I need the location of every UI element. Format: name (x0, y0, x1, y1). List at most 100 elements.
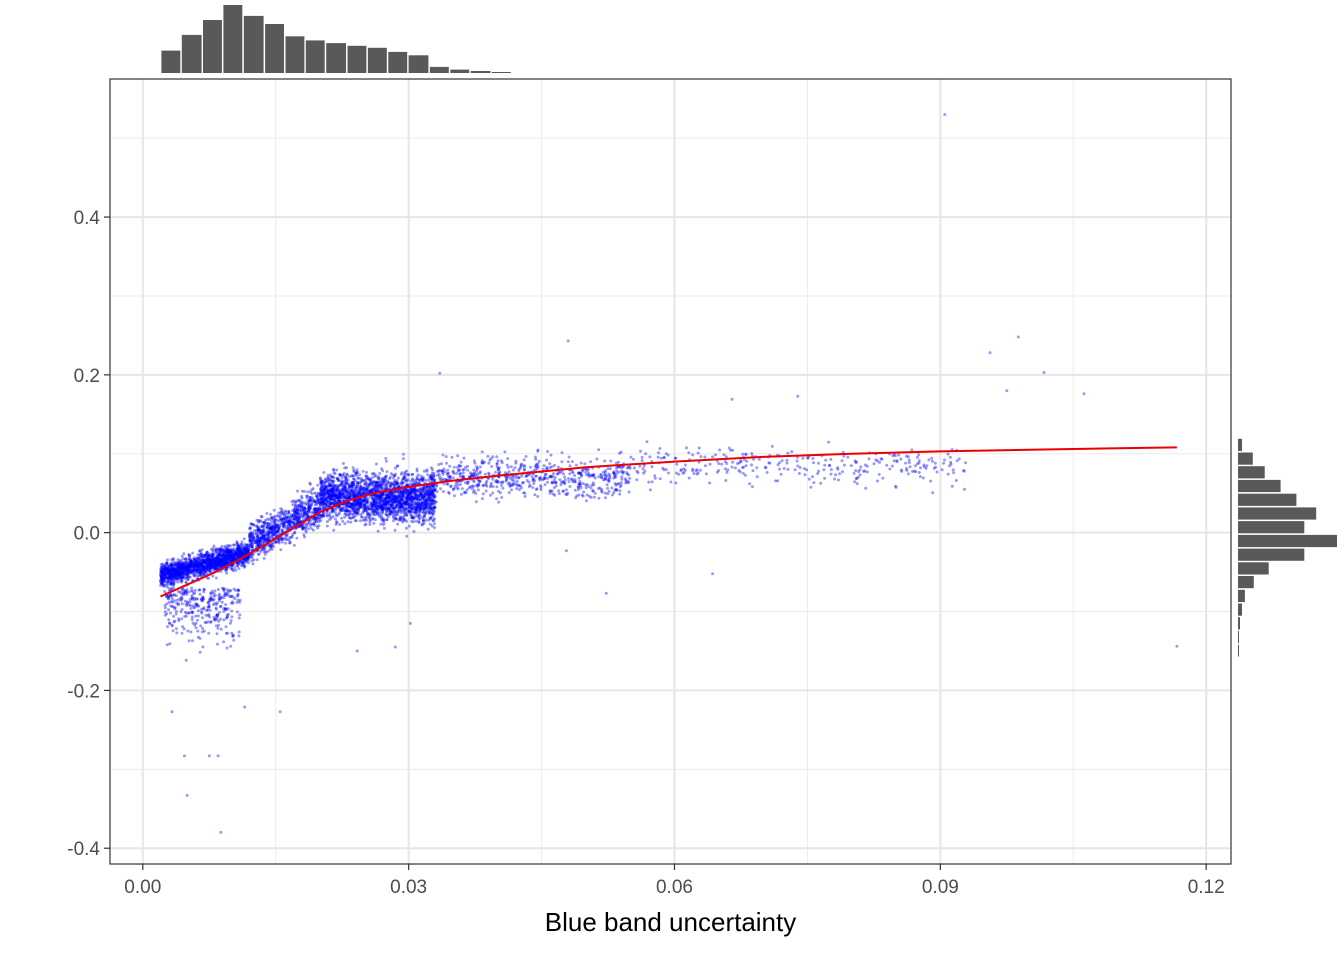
data-point (348, 509, 351, 513)
data-point (418, 490, 421, 494)
data-point (194, 569, 198, 573)
data-point (218, 617, 222, 621)
data-point (192, 566, 196, 570)
data-point (225, 559, 229, 563)
data-point (200, 548, 204, 552)
data-point (176, 562, 180, 566)
data-point (169, 576, 173, 580)
data-point (185, 572, 189, 575)
data-point (236, 546, 240, 550)
data-point (384, 507, 388, 511)
data-point (185, 560, 189, 564)
data-point (204, 553, 208, 557)
data-point (228, 553, 232, 557)
data-point (428, 498, 431, 502)
data-point (216, 553, 220, 557)
data-point (177, 567, 181, 571)
data-point (409, 495, 413, 499)
data-point (220, 558, 224, 562)
data-point (416, 493, 420, 497)
data-point (238, 550, 242, 553)
data-point (172, 569, 176, 573)
data-point (405, 513, 409, 517)
data-point (347, 485, 351, 489)
data-point (192, 563, 196, 567)
data-point (226, 607, 230, 611)
data-point (160, 575, 164, 579)
data-point (198, 556, 202, 560)
data-point (379, 522, 383, 526)
data-point (168, 576, 172, 580)
data-point (304, 507, 308, 511)
data-point (266, 521, 270, 525)
data-point (202, 560, 206, 564)
data-point (324, 496, 328, 500)
data-point (187, 575, 191, 579)
data-point (193, 562, 197, 566)
data-point (232, 543, 236, 547)
data-point (236, 593, 240, 597)
data-point (224, 548, 228, 552)
data-point (206, 568, 210, 572)
data-point (161, 565, 165, 569)
data-point (159, 576, 163, 580)
data-point (232, 554, 236, 558)
data-point (228, 544, 232, 548)
data-point (201, 568, 205, 572)
data-point (381, 478, 385, 482)
data-point (295, 499, 299, 503)
data-point (172, 571, 176, 574)
data-point (174, 575, 178, 579)
data-point (207, 569, 211, 573)
data-point (284, 541, 288, 545)
data-point (413, 501, 417, 505)
data-point (200, 553, 204, 557)
data-point (173, 619, 177, 623)
data-point (186, 569, 190, 573)
data-point (177, 571, 181, 575)
data-point (170, 573, 174, 577)
data-point (189, 563, 193, 567)
data-point (181, 564, 185, 568)
data-point (197, 564, 201, 568)
data-point (226, 555, 230, 559)
data-point (176, 577, 180, 581)
data-point (432, 506, 436, 510)
data-point (358, 519, 362, 523)
data-point (216, 561, 219, 565)
data-point (198, 588, 201, 592)
data-point (214, 559, 218, 563)
data-point (400, 480, 404, 484)
data-point (239, 547, 243, 551)
data-point (203, 566, 207, 570)
data-point (168, 642, 172, 646)
data-point (405, 519, 408, 523)
data-point (226, 558, 230, 562)
data-point (300, 505, 304, 509)
data-point (225, 646, 229, 650)
data-point (162, 572, 166, 576)
data-point (374, 484, 378, 488)
data-point (413, 488, 417, 492)
data-point (183, 599, 187, 603)
data-point (240, 552, 244, 556)
data-point (404, 526, 408, 530)
data-point (178, 571, 182, 575)
data-point (236, 561, 240, 565)
data-point (361, 469, 365, 473)
data-point (161, 572, 165, 576)
data-point (190, 586, 194, 590)
data-point (229, 549, 232, 553)
data-point (180, 574, 184, 578)
data-point (227, 560, 231, 564)
data-point (190, 561, 194, 565)
data-point (176, 575, 180, 579)
data-point (370, 517, 374, 521)
data-point (185, 562, 188, 566)
data-point (213, 559, 217, 562)
data-point (172, 569, 176, 573)
data-point (445, 461, 448, 465)
data-point (265, 511, 269, 515)
data-point (184, 565, 188, 569)
data-point (284, 520, 288, 524)
